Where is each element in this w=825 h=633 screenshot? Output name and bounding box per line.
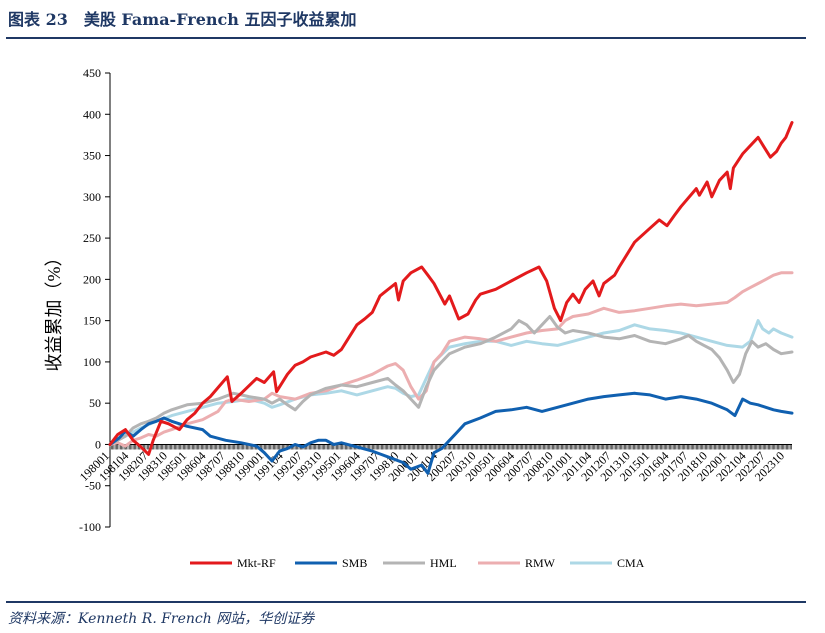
footer-rule: [6, 601, 806, 603]
y-axis-label: 收益累加（%）: [44, 249, 64, 372]
y-axis: -100 -50 0 50 100 150 200 250 300 350 400 450: [79, 66, 111, 534]
series-line-hml: [108, 315, 794, 446]
x-axis: 1980011981041982071983101985011986041987…: [77, 443, 792, 484]
y-tick-label: 200: [83, 272, 101, 286]
series-line-smb: [108, 391, 794, 475]
chart: -100 -50 0 50 100 150 200 250 300 350 400 450 19800…: [44, 66, 794, 570]
legend-label: SMB: [342, 556, 367, 570]
legend-label: RMW: [525, 556, 556, 570]
y-tick-label: 100: [83, 355, 101, 369]
y-tick-label: 150: [83, 314, 101, 328]
title-rule: [6, 37, 806, 39]
legend-label: Mkt-RF: [237, 556, 276, 570]
legend-label: CMA: [617, 556, 645, 570]
y-tick-label: 250: [83, 231, 101, 245]
legend-label: HML: [430, 556, 457, 570]
source-note: 资料来源：Kenneth R. French 网站，华创证券: [8, 611, 315, 627]
y-tick-label: -100: [79, 520, 101, 534]
y-tick-label: -50: [85, 479, 101, 493]
series-line-cma: [108, 319, 794, 446]
series-layer: [108, 121, 794, 475]
legend: Mkt-RF SMB HML RMW CMA: [190, 556, 645, 570]
y-tick-label: 350: [83, 149, 101, 163]
y-tick-label: 0: [95, 437, 101, 451]
page-title: 图表 23 美股 Fama-French 五因子收益累加: [8, 10, 357, 29]
y-tick-label: 450: [83, 66, 101, 80]
y-tick-label: 400: [83, 107, 101, 121]
y-tick-label: 300: [83, 190, 101, 204]
y-tick-label: 50: [89, 396, 101, 410]
series-line-mktrf: [108, 121, 794, 456]
